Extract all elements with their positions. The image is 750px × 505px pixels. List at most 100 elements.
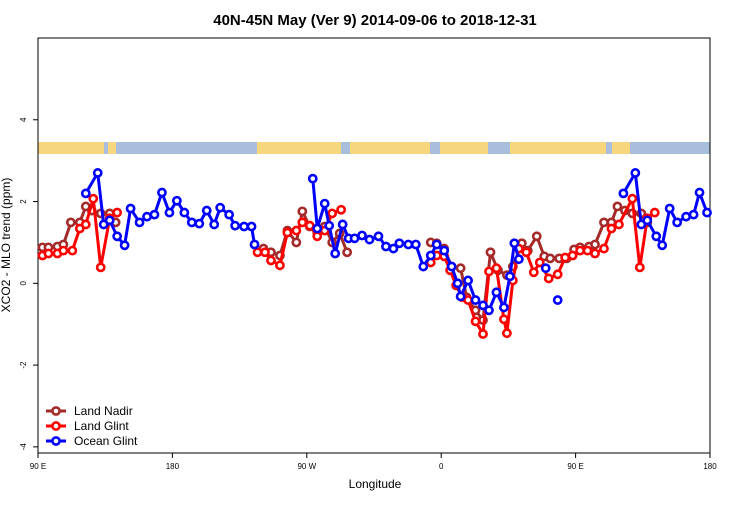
data-point bbox=[297, 217, 308, 228]
y-tick-label: 0 bbox=[19, 281, 28, 286]
data-point bbox=[157, 187, 167, 198]
data-point bbox=[209, 219, 220, 230]
series-line bbox=[42, 197, 656, 336]
data-point bbox=[446, 261, 457, 272]
chart-title: 40N-45N May (Ver 9) 2014-09-06 to 2018-1… bbox=[213, 12, 537, 29]
data-point bbox=[642, 215, 653, 226]
data-point bbox=[88, 193, 99, 204]
data-point bbox=[534, 257, 545, 268]
data-point bbox=[590, 239, 600, 250]
data-point bbox=[282, 227, 293, 238]
land-ocean-strip bbox=[38, 142, 710, 154]
data-point bbox=[125, 203, 136, 214]
y-tick-label: 4 bbox=[19, 117, 28, 122]
data-point bbox=[545, 253, 556, 264]
legend-label: Land Glint bbox=[74, 419, 129, 433]
data-point bbox=[388, 243, 399, 254]
x-tick-label: 90 E bbox=[567, 462, 583, 471]
data-point bbox=[171, 195, 182, 206]
data-point bbox=[319, 198, 330, 209]
legend-marker bbox=[51, 406, 61, 416]
x-axis-label: Longitude bbox=[349, 477, 402, 491]
land-strip bbox=[510, 142, 606, 154]
data-point bbox=[297, 206, 308, 217]
data-point bbox=[672, 217, 683, 228]
data-point bbox=[567, 250, 578, 261]
legend-label: Land Nadir bbox=[74, 404, 133, 418]
data-point bbox=[134, 217, 145, 228]
data-point bbox=[521, 247, 532, 258]
data-point bbox=[312, 231, 323, 242]
data-point bbox=[612, 201, 623, 212]
legend-marker bbox=[51, 421, 61, 431]
data-point bbox=[649, 207, 660, 218]
data-point bbox=[67, 245, 78, 256]
data-point bbox=[499, 302, 509, 313]
data-point bbox=[304, 220, 315, 231]
land-strip bbox=[257, 142, 341, 154]
data-point bbox=[681, 211, 692, 222]
data-point bbox=[194, 218, 205, 229]
data-point bbox=[599, 243, 609, 254]
data-point bbox=[381, 241, 391, 252]
data-point bbox=[582, 245, 593, 256]
data-point bbox=[664, 203, 675, 214]
data-point bbox=[291, 225, 302, 236]
data-point bbox=[513, 254, 524, 265]
data-point bbox=[657, 240, 668, 251]
data-point bbox=[634, 262, 645, 273]
data-point bbox=[463, 295, 473, 305]
y-tick-label: -2 bbox=[19, 361, 28, 369]
data-point bbox=[43, 248, 54, 259]
data-point bbox=[65, 217, 76, 228]
land-strip bbox=[612, 142, 630, 154]
data-point bbox=[651, 231, 662, 242]
data-point bbox=[342, 247, 353, 258]
data-point bbox=[484, 305, 494, 316]
data-point bbox=[531, 231, 542, 242]
data-point bbox=[364, 234, 375, 245]
data-point bbox=[246, 221, 257, 232]
data-point bbox=[215, 202, 226, 213]
data-point bbox=[630, 168, 641, 178]
land-strip bbox=[350, 142, 430, 154]
data-point bbox=[552, 269, 563, 280]
data-point bbox=[337, 219, 348, 230]
data-point bbox=[410, 239, 421, 250]
data-point bbox=[201, 205, 212, 216]
data-point bbox=[455, 263, 466, 274]
data-point bbox=[327, 208, 338, 219]
data-point bbox=[149, 209, 160, 220]
x-tick-label: 90 W bbox=[297, 462, 316, 471]
data-point bbox=[491, 287, 502, 298]
data-point bbox=[470, 316, 481, 327]
data-point bbox=[485, 247, 496, 258]
data-point bbox=[275, 260, 285, 271]
data-point bbox=[425, 250, 436, 261]
y-axis-label: XCO2 - MLO trend (ppm) bbox=[0, 178, 13, 313]
x-tick-label: 90 E bbox=[30, 462, 46, 471]
data-point bbox=[455, 291, 466, 302]
data-point bbox=[431, 239, 442, 250]
data-point bbox=[509, 238, 520, 249]
data-point bbox=[418, 261, 429, 272]
data-point bbox=[470, 295, 481, 305]
data-point bbox=[702, 207, 712, 218]
data-point bbox=[164, 207, 175, 218]
data-point bbox=[239, 221, 249, 232]
legend-label: Ocean Glint bbox=[74, 434, 138, 448]
legend-marker bbox=[51, 436, 61, 446]
data-point bbox=[230, 220, 241, 231]
land-strip bbox=[108, 142, 116, 154]
data-point bbox=[694, 187, 705, 198]
data-point bbox=[606, 223, 617, 234]
data-point bbox=[330, 248, 341, 259]
data-point bbox=[260, 247, 270, 258]
data-point bbox=[504, 271, 515, 282]
data-point bbox=[618, 188, 629, 199]
data-point bbox=[112, 231, 123, 242]
data-point bbox=[80, 219, 91, 230]
data-point bbox=[95, 262, 106, 273]
